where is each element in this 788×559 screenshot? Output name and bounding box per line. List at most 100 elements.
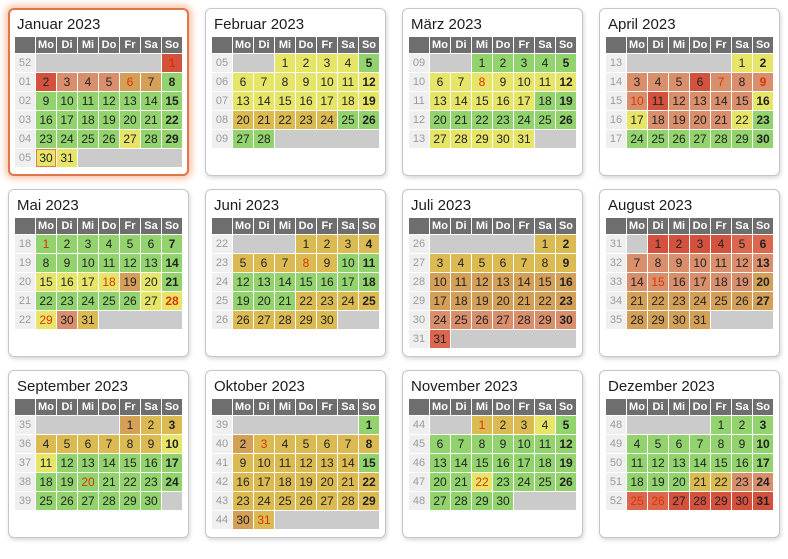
day-cell[interactable]: 20 (78, 473, 98, 491)
day-cell[interactable]: 29 (711, 492, 731, 510)
day-cell[interactable]: 23 (753, 111, 773, 129)
day-cell[interactable]: 13 (430, 92, 450, 110)
day-cell[interactable]: 27 (317, 492, 337, 510)
day-cell[interactable]: 17 (690, 273, 710, 291)
day-cell[interactable]: 14 (711, 92, 731, 110)
day-cell[interactable]: 19 (648, 473, 668, 491)
day-cell[interactable]: 20 (493, 292, 513, 310)
day-cell[interactable]: 2 (493, 416, 513, 434)
day-cell[interactable]: 20 (254, 292, 274, 310)
day-cell[interactable]: 28 (162, 292, 182, 310)
day-cell[interactable]: 25 (451, 311, 471, 329)
day-cell[interactable]: 8 (36, 254, 56, 272)
day-cell[interactable]: 18 (338, 92, 358, 110)
day-cell[interactable]: 28 (338, 492, 358, 510)
day-cell[interactable]: 21 (162, 273, 182, 291)
day-cell[interactable]: 16 (233, 473, 253, 491)
day-cell[interactable]: 18 (451, 292, 471, 310)
day-cell[interactable]: 12 (120, 254, 140, 272)
day-cell[interactable]: 24 (162, 473, 182, 491)
day-cell[interactable]: 21 (275, 292, 295, 310)
day-cell[interactable]: 7 (338, 435, 358, 453)
day-cell[interactable]: 14 (627, 273, 647, 291)
day-cell[interactable]: 13 (753, 254, 773, 272)
day-cell[interactable]: 13 (254, 273, 274, 291)
day-cell[interactable]: 25 (627, 492, 647, 510)
day-cell[interactable]: 8 (359, 435, 379, 453)
day-cell[interactable]: 6 (317, 435, 337, 453)
day-cell[interactable]: 14 (451, 92, 471, 110)
day-cell[interactable]: 4 (535, 416, 555, 434)
day-cell[interactable]: 3 (627, 73, 647, 91)
day-cell[interactable]: 27 (493, 311, 513, 329)
day-cell[interactable]: 26 (648, 492, 668, 510)
day-cell[interactable]: 19 (99, 111, 119, 129)
day-cell[interactable]: 12 (732, 254, 752, 272)
day-cell[interactable]: 4 (648, 73, 668, 91)
day-cell[interactable]: 17 (254, 473, 274, 491)
day-cell[interactable]: 9 (732, 435, 752, 453)
day-cell[interactable]: 31 (430, 330, 450, 348)
day-cell[interactable]: 5 (57, 435, 77, 453)
day-cell[interactable]: 2 (669, 235, 689, 253)
day-cell[interactable]: 14 (141, 92, 161, 110)
day-cell[interactable]: 12 (648, 454, 668, 472)
day-cell[interactable]: 1 (711, 416, 731, 434)
day-cell[interactable]: 6 (78, 435, 98, 453)
day-cell[interactable]: 22 (732, 111, 752, 129)
day-cell[interactable]: 18 (535, 454, 555, 472)
day-cell[interactable]: 19 (296, 473, 316, 491)
day-cell[interactable]: 4 (535, 54, 555, 72)
day-cell[interactable]: 8 (535, 254, 555, 272)
day-cell[interactable]: 24 (690, 292, 710, 310)
day-cell[interactable]: 12 (472, 273, 492, 291)
day-cell[interactable]: 1 (535, 235, 555, 253)
day-cell[interactable]: 13 (78, 454, 98, 472)
day-cell[interactable]: 22 (36, 292, 56, 310)
day-cell[interactable]: 24 (57, 130, 77, 148)
day-cell[interactable]: 25 (99, 292, 119, 310)
day-cell[interactable]: 3 (317, 54, 337, 72)
day-cell[interactable]: 6 (233, 73, 253, 91)
day-cell[interactable]: 9 (141, 435, 161, 453)
day-cell[interactable]: 21 (451, 111, 471, 129)
day-cell[interactable]: 9 (493, 435, 513, 453)
day-cell[interactable]: 6 (430, 435, 450, 453)
day-cell[interactable]: 13 (690, 92, 710, 110)
day-cell[interactable]: 8 (648, 254, 668, 272)
day-cell[interactable]: 22 (472, 111, 492, 129)
day-cell[interactable]: 30 (141, 492, 161, 510)
day-cell[interactable]: 6 (141, 235, 161, 253)
day-cell[interactable]: 8 (472, 435, 492, 453)
day-cell[interactable]: 20 (690, 111, 710, 129)
day-cell[interactable]: 23 (233, 492, 253, 510)
day-cell[interactable]: 10 (627, 92, 647, 110)
day-cell[interactable]: 4 (275, 435, 295, 453)
day-cell[interactable]: 7 (451, 73, 471, 91)
day-cell[interactable]: 7 (451, 435, 471, 453)
day-cell[interactable]: 26 (359, 111, 379, 129)
day-cell[interactable]: 19 (732, 273, 752, 291)
day-cell[interactable]: 25 (711, 292, 731, 310)
day-cell[interactable]: 8 (120, 435, 140, 453)
day-cell[interactable]: 9 (493, 73, 513, 91)
day-cell[interactable]: 8 (711, 435, 731, 453)
day-cell[interactable]: 28 (514, 311, 534, 329)
day-cell[interactable]: 22 (711, 473, 731, 491)
day-cell[interactable]: 19 (669, 111, 689, 129)
day-cell[interactable]: 23 (556, 292, 576, 310)
day-cell[interactable]: 24 (514, 473, 534, 491)
day-cell[interactable]: 10 (338, 254, 358, 272)
day-cell[interactable]: 4 (451, 254, 471, 272)
day-cell[interactable]: 1 (120, 416, 140, 434)
day-cell[interactable]: 21 (627, 292, 647, 310)
day-cell[interactable]: 22 (359, 473, 379, 491)
day-cell[interactable]: 12 (57, 454, 77, 472)
day-cell[interactable]: 11 (451, 273, 471, 291)
day-cell[interactable]: 5 (732, 235, 752, 253)
day-cell[interactable]: 5 (99, 73, 119, 91)
day-cell[interactable]: 11 (359, 254, 379, 272)
day-cell[interactable]: 27 (78, 492, 98, 510)
day-cell[interactable]: 28 (275, 311, 295, 329)
day-cell[interactable]: 4 (99, 235, 119, 253)
